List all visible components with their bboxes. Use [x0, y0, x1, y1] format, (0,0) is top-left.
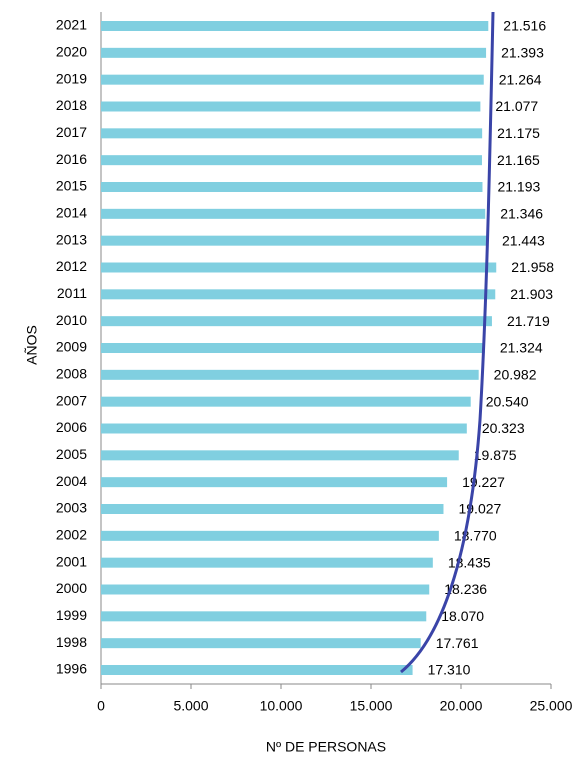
trend-curve [400, 11, 495, 674]
data-label: 21.175 [497, 125, 540, 141]
x-tick-label: 25.000 [530, 698, 573, 714]
bar [101, 665, 413, 675]
data-label: 18.435 [448, 554, 491, 570]
bar [101, 450, 459, 461]
y-tick-label: 2015 [56, 178, 87, 194]
bar [101, 343, 485, 353]
bar [101, 21, 489, 31]
data-label: 20.540 [486, 393, 529, 409]
y-tick-label: 1998 [56, 634, 87, 650]
y-tick-label: 2008 [56, 366, 87, 382]
bar [101, 530, 439, 541]
y-tick-label: 1996 [56, 661, 87, 677]
bar [101, 155, 482, 166]
data-label: 21.903 [510, 286, 553, 302]
y-tick-label: 2003 [56, 500, 87, 516]
data-label: 21.719 [507, 313, 550, 329]
bar [101, 262, 497, 273]
y-tick-label: 2010 [56, 312, 87, 328]
y-tick-label: 2004 [56, 473, 87, 489]
bar [101, 235, 487, 246]
bar [101, 47, 487, 58]
bar [101, 396, 471, 407]
bar [101, 477, 448, 488]
data-label: 20.323 [482, 420, 525, 436]
data-label: 17.761 [436, 635, 479, 651]
x-tick-label: 10.000 [260, 698, 303, 714]
y-tick-label: 2005 [56, 446, 87, 462]
y-tick-label: 2013 [56, 231, 87, 247]
data-label: 21.077 [495, 98, 538, 114]
bar [101, 584, 430, 595]
data-label: 21.324 [500, 340, 543, 356]
bar [101, 369, 479, 380]
bar [101, 316, 492, 327]
y-tick-label: 2007 [56, 392, 87, 408]
bar [101, 638, 421, 649]
y-tick-label: 2009 [56, 339, 87, 355]
x-axis-label: Nº DE PERSONAS [266, 739, 386, 755]
y-tick-label: 2011 [57, 285, 87, 301]
data-label: 21.346 [500, 206, 543, 222]
x-tick-label: 15.000 [350, 698, 393, 714]
y-tick-label: 2006 [56, 419, 87, 435]
bar [101, 74, 484, 85]
data-label: 18.070 [441, 608, 484, 624]
bar [101, 423, 467, 434]
data-label: 21.958 [511, 259, 554, 275]
data-label: 21.264 [499, 71, 542, 87]
data-label: 21.516 [503, 18, 546, 34]
y-tick-label: 2000 [56, 580, 87, 596]
y-tick-label: 2017 [56, 124, 87, 140]
y-tick-label: 1999 [56, 607, 87, 623]
data-label: 17.310 [428, 662, 471, 678]
y-tick-label: 2012 [56, 258, 87, 274]
x-tick-label: 0 [97, 698, 105, 714]
data-label: 19.027 [458, 501, 501, 517]
bar [101, 182, 483, 192]
data-label: 18.770 [454, 528, 497, 544]
data-label: 19.227 [462, 474, 505, 490]
data-label: 21.393 [501, 45, 544, 61]
bar [101, 208, 486, 219]
data-label: 20.982 [494, 367, 537, 383]
y-tick-label: 2018 [56, 97, 87, 113]
data-label: 18.236 [444, 581, 487, 597]
x-tick-label: 20.000 [440, 698, 483, 714]
y-tick-label: 2014 [56, 205, 87, 221]
data-label: 19.875 [474, 447, 517, 463]
data-label: 21.443 [502, 232, 545, 248]
bar [101, 101, 481, 112]
x-tick-label: 5.000 [173, 698, 208, 714]
y-tick-label: 2002 [56, 527, 87, 543]
data-label: 21.193 [497, 179, 540, 195]
y-tick-label: 2019 [56, 70, 87, 86]
y-tick-label: 2020 [56, 44, 87, 60]
y-tick-label: 2016 [56, 151, 87, 167]
bar [101, 611, 427, 622]
data-label: 21.165 [497, 152, 540, 168]
y-tick-label: 2001 [56, 553, 87, 569]
bar [101, 128, 483, 139]
y-tick-label: 2021 [56, 17, 87, 33]
y-axis-label: AÑOS [24, 325, 40, 365]
bar [101, 504, 444, 514]
bar [101, 557, 433, 568]
bar [101, 289, 496, 300]
